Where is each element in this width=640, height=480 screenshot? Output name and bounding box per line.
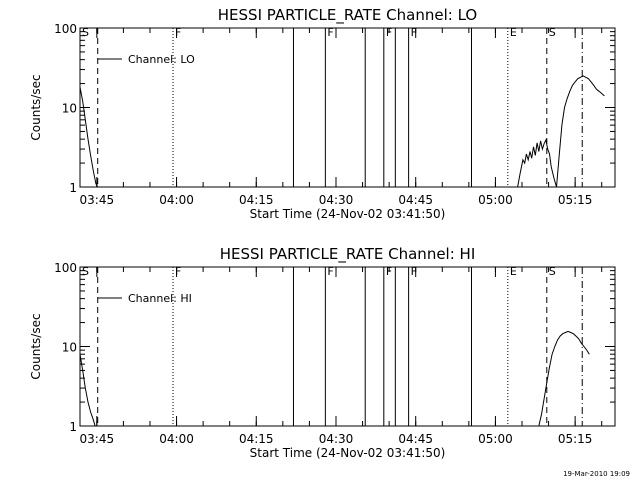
legend-label: Channel: LO [128, 53, 195, 66]
event-marker-label: F [175, 26, 181, 39]
event-marker-label: F [386, 26, 392, 39]
x-tick-label: 04:30 [319, 193, 354, 207]
event-marker-label: F [411, 265, 417, 278]
x-axis-label: Start Time (24-Nov-02 03:41:50) [250, 446, 446, 460]
event-marker-label: F [411, 26, 417, 39]
x-tick-label: 04:15 [239, 193, 274, 207]
event-marker-label: F [175, 265, 181, 278]
event-marker-label: E [510, 26, 517, 39]
x-tick-label: 04:15 [239, 432, 274, 446]
y-tick-label: 10 [62, 102, 77, 116]
y-axis-label: Counts/sec [29, 74, 43, 140]
x-tick-label: 03:45 [80, 193, 115, 207]
event-marker-label: F [386, 265, 392, 278]
y-tick-label: 100 [54, 22, 77, 36]
y-tick-label: 1 [69, 420, 77, 434]
plot-frame [79, 27, 616, 188]
x-axis-label: Start Time (24-Nov-02 03:41:50) [250, 207, 446, 221]
event-marker-label: S [82, 26, 89, 39]
event-marker-label: F [327, 26, 333, 39]
x-tick-label: 04:45 [398, 193, 433, 207]
x-tick-label: 03:45 [80, 432, 115, 446]
x-tick-label: 05:15 [558, 432, 593, 446]
y-tick-label: 1 [69, 181, 77, 195]
event-marker-label: S [549, 26, 556, 39]
chart-title: HESSI PARTICLE_RATE Channel: LO [218, 6, 477, 25]
legend-label: Channel: HI [128, 292, 192, 305]
timestamp-stamp: 19-Mar-2010 19:09 [563, 470, 630, 478]
x-tick-label: 05:00 [478, 432, 513, 446]
event-marker-label: F [327, 265, 333, 278]
x-tick-label: 04:00 [159, 193, 194, 207]
x-tick-label: 05:15 [558, 193, 593, 207]
y-axis-label: Counts/sec [29, 313, 43, 379]
y-tick-label: 10 [62, 341, 77, 355]
chart-title: HESSI PARTICLE_RATE Channel: HI [220, 245, 476, 264]
x-tick-label: 04:45 [398, 432, 433, 446]
event-marker-label: E [510, 265, 517, 278]
x-tick-label: 05:00 [478, 193, 513, 207]
y-tick-label: 100 [54, 261, 77, 275]
event-marker-label: S [82, 265, 89, 278]
x-tick-label: 04:30 [319, 432, 354, 446]
series-line [79, 75, 605, 188]
event-marker-label: S [549, 265, 556, 278]
plot-frame [79, 266, 616, 427]
series-line [79, 330, 590, 427]
x-tick-label: 04:00 [159, 432, 194, 446]
